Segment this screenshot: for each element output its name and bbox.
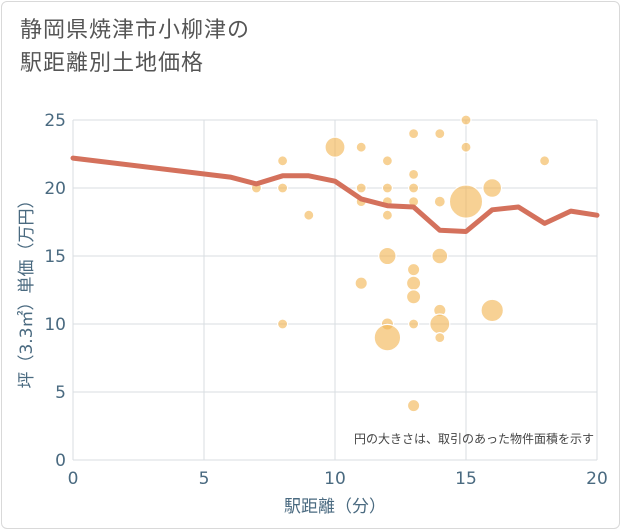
- bubble: [480, 298, 504, 323]
- y-tick-label: 25: [44, 111, 66, 131]
- bubble: [405, 289, 422, 305]
- bubble: [354, 276, 368, 290]
- bubble: [408, 318, 420, 330]
- chart-title-line2: 駅距離別土地価格: [20, 51, 205, 76]
- bubble: [429, 313, 451, 335]
- y-tick-label: 10: [44, 315, 66, 335]
- x-tick-label: 20: [586, 469, 608, 489]
- bubble: [381, 182, 393, 194]
- bubble: [408, 168, 420, 180]
- bubble: [405, 275, 422, 291]
- y-tick-label: 5: [55, 383, 66, 403]
- bubble-size-note: 円の大きさは、取引のあった物件面積を示す: [354, 431, 594, 446]
- x-tick-label: 0: [68, 469, 79, 489]
- x-axis-label: 駅距離（分）: [284, 497, 386, 517]
- bubble: [434, 332, 446, 344]
- chart-title-line1: 静岡県焼津市小柳津の: [20, 18, 251, 43]
- bubble: [460, 114, 472, 126]
- bubble: [433, 195, 446, 208]
- bubble: [277, 318, 289, 330]
- grid-lines: [72, 119, 598, 461]
- bubble: [355, 182, 367, 194]
- y-tick-label: 0: [55, 451, 66, 471]
- bubble: [381, 209, 393, 221]
- bubble: [434, 128, 446, 140]
- bubble: [277, 182, 289, 194]
- bubble: [431, 247, 449, 265]
- bubble: [406, 398, 421, 413]
- y-tick-label: 20: [44, 179, 66, 199]
- bubble: [408, 128, 420, 140]
- bubble: [538, 155, 551, 167]
- bubble: [378, 246, 397, 266]
- x-tick-label: 5: [199, 469, 210, 489]
- bubbles: [250, 114, 551, 413]
- y-tick-label: 15: [44, 247, 66, 267]
- bubble: [381, 155, 393, 167]
- bubble: [408, 182, 420, 194]
- average-line: [70, 155, 600, 234]
- bubble: [373, 323, 402, 352]
- bubble: [277, 155, 289, 167]
- bubble: [355, 141, 367, 153]
- axes: 0 5 10 15 20 25 0 5 10 15 20: [44, 111, 607, 489]
- x-tick-label: 10: [324, 469, 346, 489]
- bubble: [482, 178, 503, 198]
- bubble: [448, 184, 484, 219]
- bubble: [460, 141, 472, 153]
- y-axis-label: 坪（3.3㎡）単価（万円）: [17, 191, 37, 388]
- bubble: [303, 209, 315, 221]
- bubble: [406, 262, 421, 277]
- x-tick-label: 15: [455, 469, 477, 489]
- average-line-series: [70, 155, 600, 234]
- bubble: [324, 136, 346, 158]
- chart-title: 静岡県焼津市小柳津の 駅距離別土地価格: [20, 14, 250, 80]
